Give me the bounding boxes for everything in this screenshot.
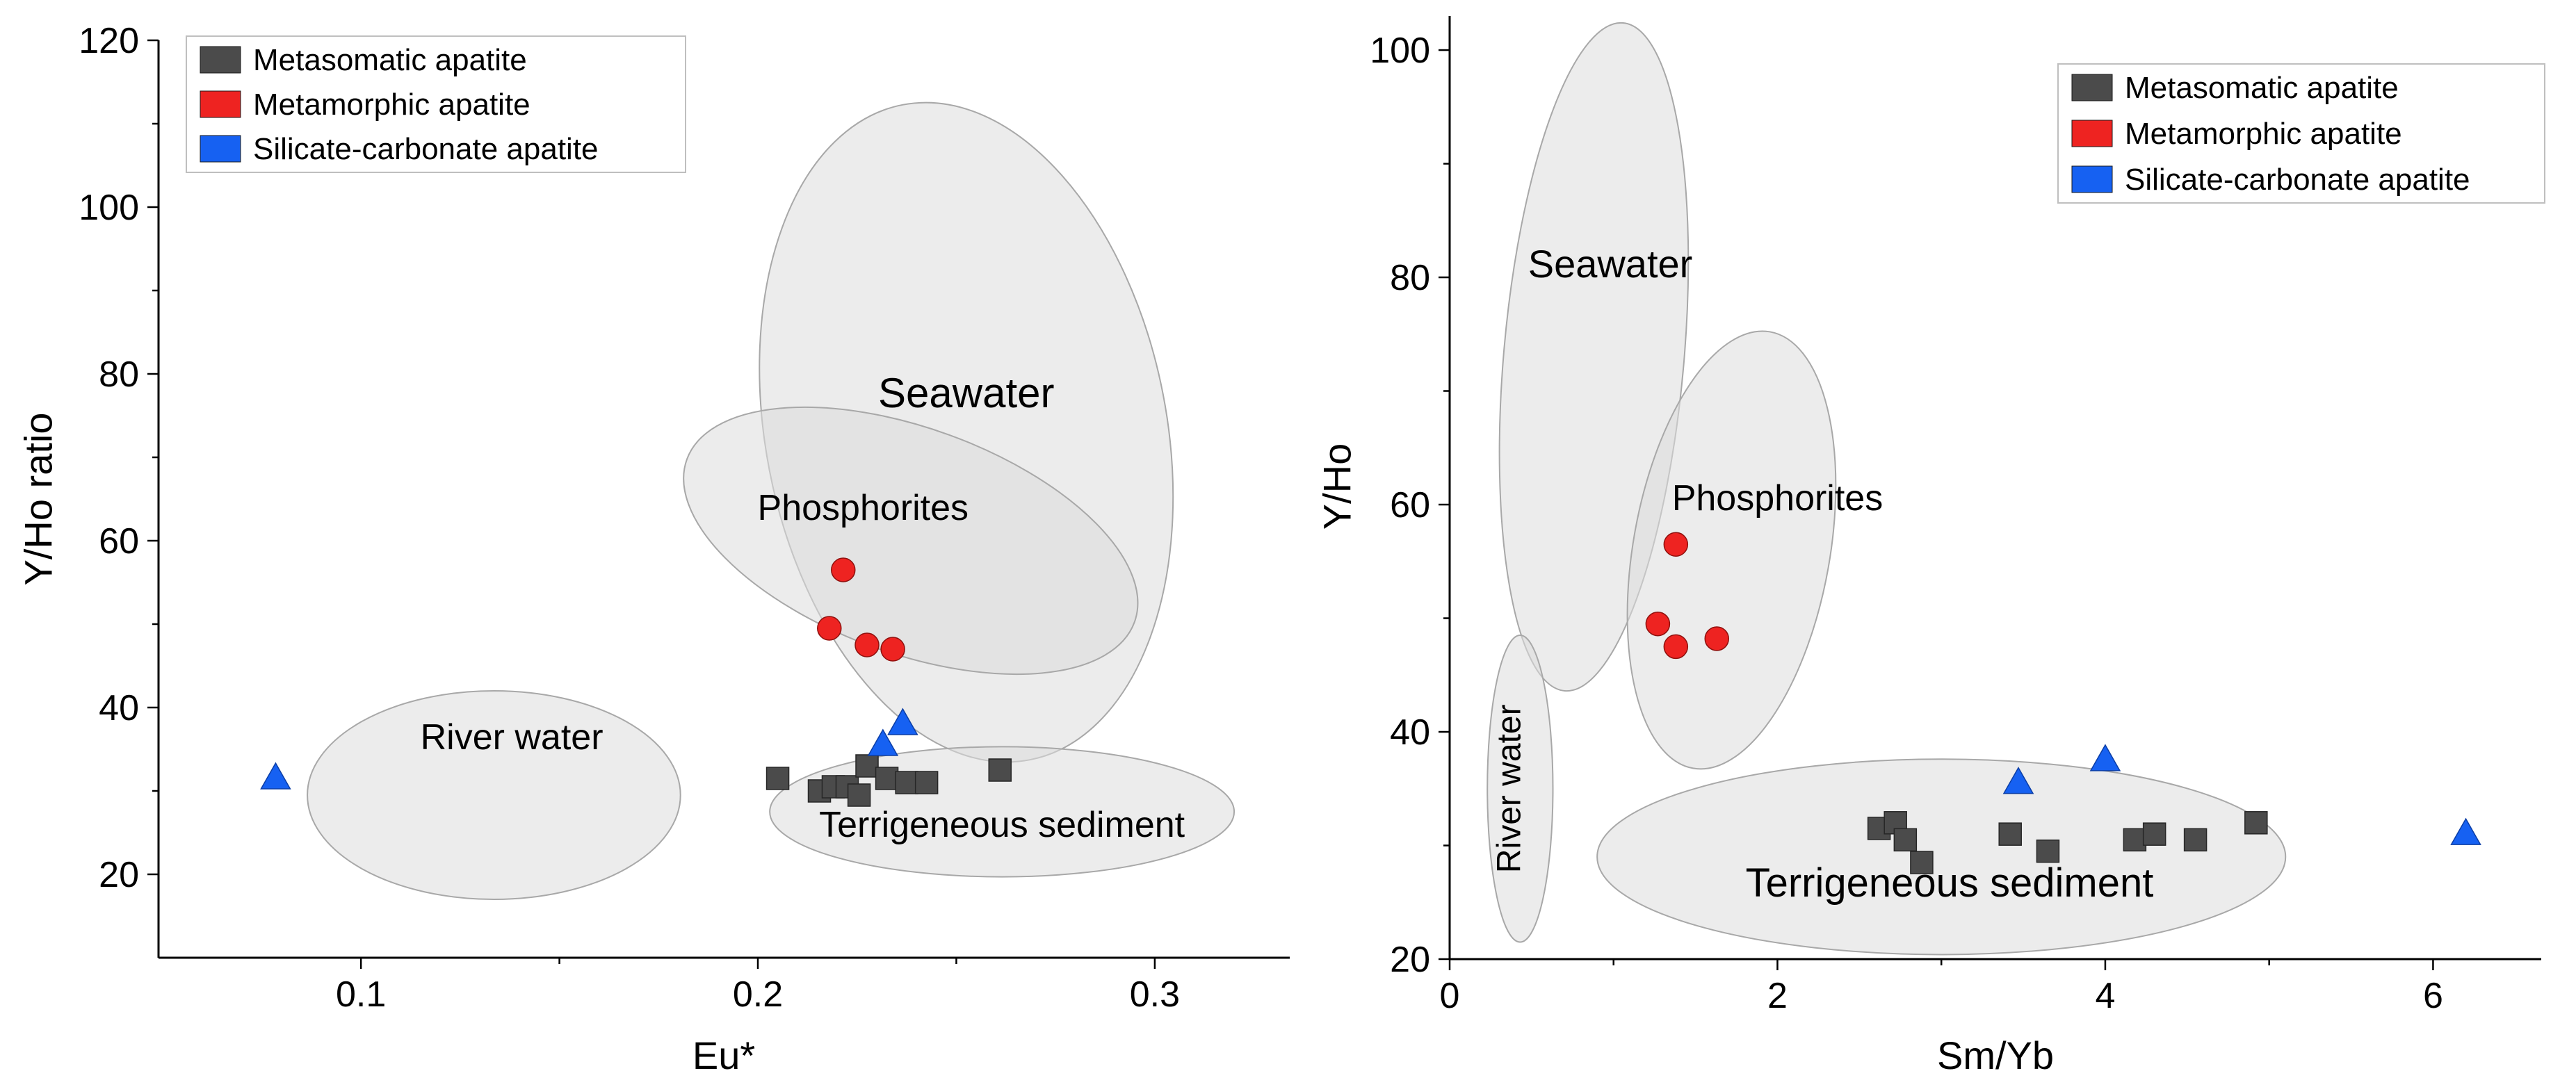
legend-box xyxy=(2057,63,2545,204)
tick-marks xyxy=(1439,49,2434,970)
x-tick-label: 4 xyxy=(2095,976,2115,1016)
point-metasomatic-apatite xyxy=(914,771,939,794)
axes xyxy=(157,40,1290,959)
legend-label-silicate-carbonate-apatite: Silicate-carbonate apatite xyxy=(253,132,599,166)
legend-swatch-metamorphic-apatite xyxy=(2071,120,2113,147)
region-label-terrigeneous-sediment: Terrigeneous sediment xyxy=(819,805,1185,845)
point-silicate-carbonate-apatite xyxy=(2450,817,2481,845)
y-tick-label: 120 xyxy=(79,21,139,61)
point-metasomatic-apatite xyxy=(895,771,918,794)
x-tick-label: 0.2 xyxy=(733,974,783,1015)
x-tick-label: 6 xyxy=(2423,976,2443,1016)
point-silicate-carbonate-apatite xyxy=(260,762,291,790)
tick-labels: 0.1 0.2 0.3 20 40 60 80 100 120 xyxy=(79,21,1180,1015)
point-metasomatic-apatite xyxy=(1893,828,1918,852)
point-metamorphic-apatite xyxy=(1663,634,1689,660)
y-tick-label: 40 xyxy=(99,688,139,728)
legend-label-metasomatic-apatite: Metasomatic apatite xyxy=(2125,71,2399,105)
legend-label-silicate-carbonate-apatite: Silicate-carbonate apatite xyxy=(2125,163,2470,197)
region-river-water xyxy=(1487,635,1554,943)
point-silicate-carbonate-apatite xyxy=(2002,767,2034,794)
y-axis-title-left: Y/Ho ratio xyxy=(16,412,60,586)
tick-labels: 0 2 4 6 20 40 60 80 100 xyxy=(1370,31,2443,1016)
point-metamorphic-apatite xyxy=(880,637,905,662)
region-label-phosphorites: Phosphorites xyxy=(758,488,969,528)
point-metasomatic-apatite xyxy=(855,754,879,778)
region-label-terrigeneous-sediment: Terrigeneous sediment xyxy=(1746,860,2154,906)
y-tick-label: 40 xyxy=(1390,712,1430,753)
legend-label-metamorphic-apatite: Metamorphic apatite xyxy=(253,88,530,122)
point-metasomatic-apatite xyxy=(2036,839,2060,863)
region-terrigeneous-sediment xyxy=(1596,758,2287,956)
y-tick-label: 100 xyxy=(79,188,139,228)
legend: Metasomatic apatite Metamorphic apatite Si… xyxy=(2057,63,2545,204)
point-metasomatic-apatite xyxy=(847,783,871,807)
y-tick-label: 60 xyxy=(1390,485,1430,525)
region-label-phosphorites: Phosphorites xyxy=(1672,478,1884,518)
data-points xyxy=(1645,532,2481,874)
y-tick-label: 80 xyxy=(1390,258,1430,298)
point-metasomatic-apatite xyxy=(2244,811,2268,835)
point-metasomatic-apatite xyxy=(1910,851,1934,874)
legend-swatch-metasomatic-apatite xyxy=(2071,74,2113,101)
y-tick-label: 20 xyxy=(99,855,139,895)
x-tick-label: 0 xyxy=(1440,976,1460,1016)
region-river-water xyxy=(307,690,681,900)
scatter-chart-eu-vs-yho: Seawater Phosphorites River water Terrigene… xyxy=(79,21,1290,1015)
legend-label-metamorphic-apatite: Metamorphic apatite xyxy=(2125,117,2402,151)
point-metamorphic-apatite xyxy=(1645,611,1671,637)
point-silicate-carbonate-apatite xyxy=(887,708,918,735)
data-points xyxy=(260,557,1012,807)
region-label-seawater: Seawater xyxy=(1528,242,1693,286)
axes xyxy=(1448,16,2541,961)
region-label-river-water: River water xyxy=(421,717,604,758)
point-metasomatic-apatite xyxy=(1998,822,2022,846)
y-tick-label: 20 xyxy=(1390,940,1430,980)
scatter-chart-smyb-vs-yho: Seawater Phosphorites River water Terrigene… xyxy=(1370,16,2545,1016)
point-metamorphic-apatite xyxy=(854,632,880,657)
field-regions: Seawater Phosphorites River water Terrigene… xyxy=(1487,22,2287,956)
x-tick-label: 0.3 xyxy=(1130,974,1180,1015)
region-phosphorites xyxy=(1626,330,1837,770)
x-axis-title-left: Eu* xyxy=(692,1033,756,1077)
region-label-river-water: River water xyxy=(1491,704,1528,873)
point-silicate-carbonate-apatite xyxy=(867,728,899,756)
y-tick-label: 60 xyxy=(99,521,139,562)
point-metamorphic-apatite xyxy=(817,616,842,641)
legend: Metasomatic apatite Metamorphic apatite Si… xyxy=(186,35,686,173)
y-tick-label: 100 xyxy=(1370,31,1430,71)
point-metasomatic-apatite xyxy=(875,767,899,790)
region-label-seawater: Seawater xyxy=(878,370,1054,416)
legend-swatch-silicate-carbonate-apatite xyxy=(200,135,241,163)
tick-marks xyxy=(147,39,1156,969)
legend-label-metasomatic-apatite: Metasomatic apatite xyxy=(253,43,527,77)
point-metamorphic-apatite xyxy=(1704,626,1729,651)
point-metasomatic-apatite xyxy=(2123,828,2147,852)
point-metamorphic-apatite xyxy=(1663,532,1689,557)
field-regions: Seawater Phosphorites River water Terrigene… xyxy=(307,101,1236,900)
legend-swatch-metamorphic-apatite xyxy=(200,90,241,118)
x-tick-label: 0.1 xyxy=(336,974,386,1015)
point-metasomatic-apatite xyxy=(988,758,1012,782)
legend-swatch-metasomatic-apatite xyxy=(200,46,241,74)
x-tick-label: 2 xyxy=(1767,976,1788,1016)
point-metasomatic-apatite xyxy=(765,767,790,790)
x-axis-title-right: Sm/Yb xyxy=(1936,1033,2055,1077)
point-silicate-carbonate-apatite xyxy=(2089,744,2121,771)
point-metasomatic-apatite xyxy=(2183,828,2208,852)
point-metamorphic-apatite xyxy=(831,557,856,582)
y-axis-title-right: Y/Ho xyxy=(1315,443,1359,530)
y-tick-label: 80 xyxy=(99,354,139,395)
legend-box xyxy=(186,35,686,173)
point-metasomatic-apatite xyxy=(2142,822,2166,846)
legend-swatch-silicate-carbonate-apatite xyxy=(2071,165,2113,193)
